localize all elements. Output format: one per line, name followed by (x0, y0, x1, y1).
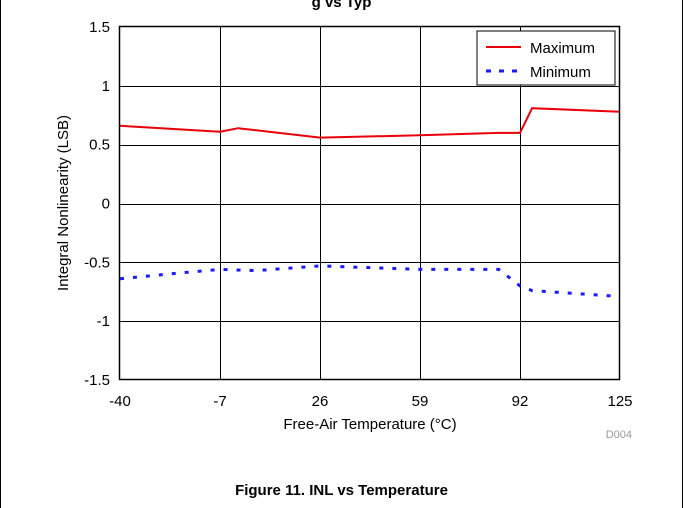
x-tick-label: 92 (512, 393, 529, 410)
legend-label-maximum: Maximum (530, 40, 595, 57)
figure-caption: Figure 11. INL vs Temperature (235, 482, 448, 499)
y-tick-label: 1.5 (89, 19, 110, 36)
x-tick-label: -40 (109, 393, 131, 410)
grid (120, 27, 620, 380)
x-axis-label: Free-Air Temperature (°C) (283, 416, 456, 433)
x-tick-label: 125 (607, 393, 632, 410)
y-axis-label: Integral Nonlinearity (LSB) (55, 115, 72, 291)
figure-header-fragment: g vs Typ (311, 0, 372, 11)
figure-id: D004 (606, 429, 632, 441)
series-group (119, 107, 621, 298)
x-tick-label: 26 (312, 393, 329, 410)
y-tick-label: 0.5 (89, 137, 110, 154)
y-tick-label: 0 (102, 196, 110, 213)
y-tick-label: -1 (97, 313, 110, 330)
legend-box (476, 30, 616, 86)
series-line-maximum (119, 107, 621, 139)
y-tick-label: 1 (102, 78, 110, 95)
tick-labels: -40 -7 26 59 92 125 -1.5 -1 -0.5 0 0.5 1 1.5 (84, 19, 632, 410)
legend-label-minimum: Minimum (530, 64, 591, 81)
plot-area (118, 25, 621, 381)
x-tick-label: -7 (213, 393, 226, 410)
y-tick-label: -0.5 (84, 254, 110, 271)
y-tick-label: -1.5 (84, 372, 110, 389)
x-tick-label: 59 (412, 393, 429, 410)
series-line-minimum (119, 264, 621, 298)
legend: Maximum Minimum (476, 30, 616, 86)
